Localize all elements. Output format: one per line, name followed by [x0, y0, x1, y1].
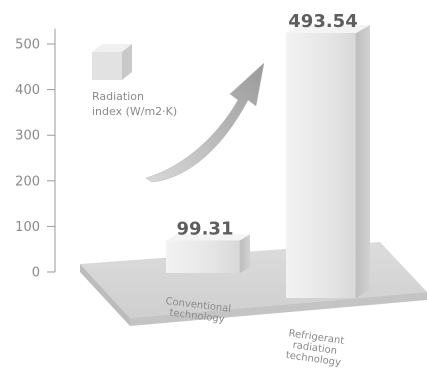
- bars: 99.31 493.54: [166, 11, 370, 298]
- bar-side: [356, 25, 370, 298]
- bar-front: [166, 240, 240, 273]
- y-tick-label: 200: [15, 174, 40, 189]
- bar-top: [286, 25, 370, 33]
- category-labels: ConventionaltechnologyRefrigerantradiati…: [165, 296, 345, 369]
- legend: Radiation index (W/m2·K): [92, 44, 177, 118]
- platform-left: [80, 264, 130, 326]
- bar-value-label: 493.54: [288, 11, 357, 32]
- legend-line-1: Radiation: [92, 90, 144, 103]
- category-label: Refrigerantradiationtechnology: [285, 328, 345, 368]
- bar-value-label: 99.31: [177, 218, 234, 239]
- legend-line-2: index (W/m2·K): [92, 105, 177, 118]
- y-tick-label: 400: [15, 83, 40, 98]
- bar-front: [286, 33, 356, 298]
- legend-cube-icon: [92, 44, 132, 80]
- bar-top: [166, 234, 250, 241]
- y-tick-label: 0: [32, 266, 40, 281]
- platform-front: [130, 292, 427, 326]
- y-axis: 0 100 200 300 400 500: [15, 28, 56, 281]
- platform-top: [80, 242, 427, 318]
- bar-1: 99.31: [166, 218, 250, 273]
- bar-side: [240, 234, 250, 273]
- bar-2: 493.54: [286, 11, 370, 298]
- y-tick-label: 500: [15, 38, 40, 53]
- platform: [80, 242, 427, 326]
- trend-arrow: [145, 62, 265, 183]
- trend-arrow-body: [145, 62, 265, 183]
- y-tick-label: 300: [15, 129, 40, 144]
- y-tick-label: 100: [15, 220, 40, 235]
